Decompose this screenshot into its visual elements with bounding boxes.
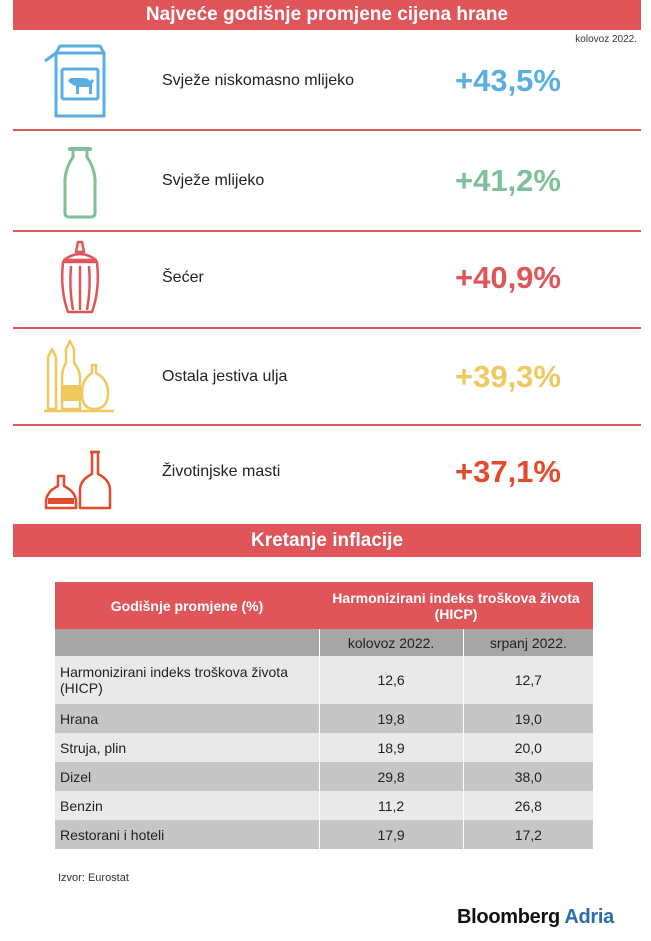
food-label: Ostala jestiva ulja [162,368,288,385]
row-jul: 12,7 [462,656,593,704]
row-jul: 19,0 [462,704,593,733]
food-row-5: Životinjske masti +37,1% [13,424,641,520]
separator [13,230,641,232]
main-title: Najveće godišnje promjene cijena hrane [13,0,641,30]
separator [13,327,641,329]
row-aug: 19,8 [318,704,464,733]
food-row-1: Svježe niskomasno mlijeko +43,5% [13,33,641,129]
logo-main: Bloomberg [457,906,560,928]
row-aug: 17,9 [318,820,464,849]
col-jul: srpanj 2022. [462,629,593,656]
food-value: +37,1% [454,454,561,489]
header-left: Godišnje promjene (%) [55,582,319,629]
table-row: Struja, plin 18,9 20,0 [55,733,593,762]
col-aug: kolovoz 2022. [318,629,464,656]
food-value: +43,5% [454,63,561,98]
food-label: Svježe niskomasno mlijeko [162,72,355,89]
row-label: Struja, plin [55,733,319,762]
milk-bottle-icon [40,143,120,219]
fat-bottles-icon [40,434,120,510]
oil-bottles-icon [40,339,120,415]
inflation-title: Kretanje inflacije [13,524,641,557]
source-note: Izvor: Eurostat [58,872,129,884]
row-label: Benzin [55,791,319,820]
row-aug: 11,2 [318,791,464,820]
row-aug: 12,6 [318,656,464,704]
food-row-3: Šećer +40,9% [13,230,641,326]
inflation-table: Godišnje promjene (%) Harmonizirani inde… [55,582,593,849]
table-row: Dizel 29,8 38,0 [55,762,593,791]
row-label: Dizel [55,762,319,791]
separator [13,129,641,131]
date-label: kolovoz 2022. [575,34,637,45]
logo-accent: Adria [564,906,614,928]
table-row: Benzin 11,2 26,8 [55,791,593,820]
separator [13,424,641,426]
row-label: Hrana [55,704,319,733]
row-jul: 20,0 [462,733,593,762]
row-label: Restorani i hoteli [55,820,319,849]
table-row: Harmonizirani indeks troškova života (HI… [55,656,593,704]
food-row-2: Svježe mlijeko +41,2% [13,133,641,229]
sugar-dispenser-icon [40,240,120,316]
table-row: Restorani i hoteli 17,9 17,2 [55,820,593,849]
row-aug: 29,8 [318,762,464,791]
row-jul: 38,0 [462,762,593,791]
header-blank [55,629,319,656]
brand-logo: Bloomberg Adria [457,906,614,929]
row-jul: 17,2 [462,820,593,849]
food-row-4: Ostala jestiva ulja +39,3% [13,329,641,425]
food-label: Životinjske masti [162,463,281,480]
header-right: Harmonizirani indeks troškova života (HI… [319,582,593,629]
food-value: +41,2% [454,163,561,198]
row-jul: 26,8 [462,791,593,820]
row-aug: 18,9 [318,733,464,762]
food-label: Svježe mlijeko [162,172,265,189]
table-row: Hrana 19,8 19,0 [55,704,593,733]
milk-carton-icon [40,43,120,119]
food-value: +39,3% [454,359,561,394]
food-label: Šećer [162,269,204,286]
row-label: Harmonizirani indeks troškova života (HI… [55,656,319,704]
food-value: +40,9% [454,260,561,295]
